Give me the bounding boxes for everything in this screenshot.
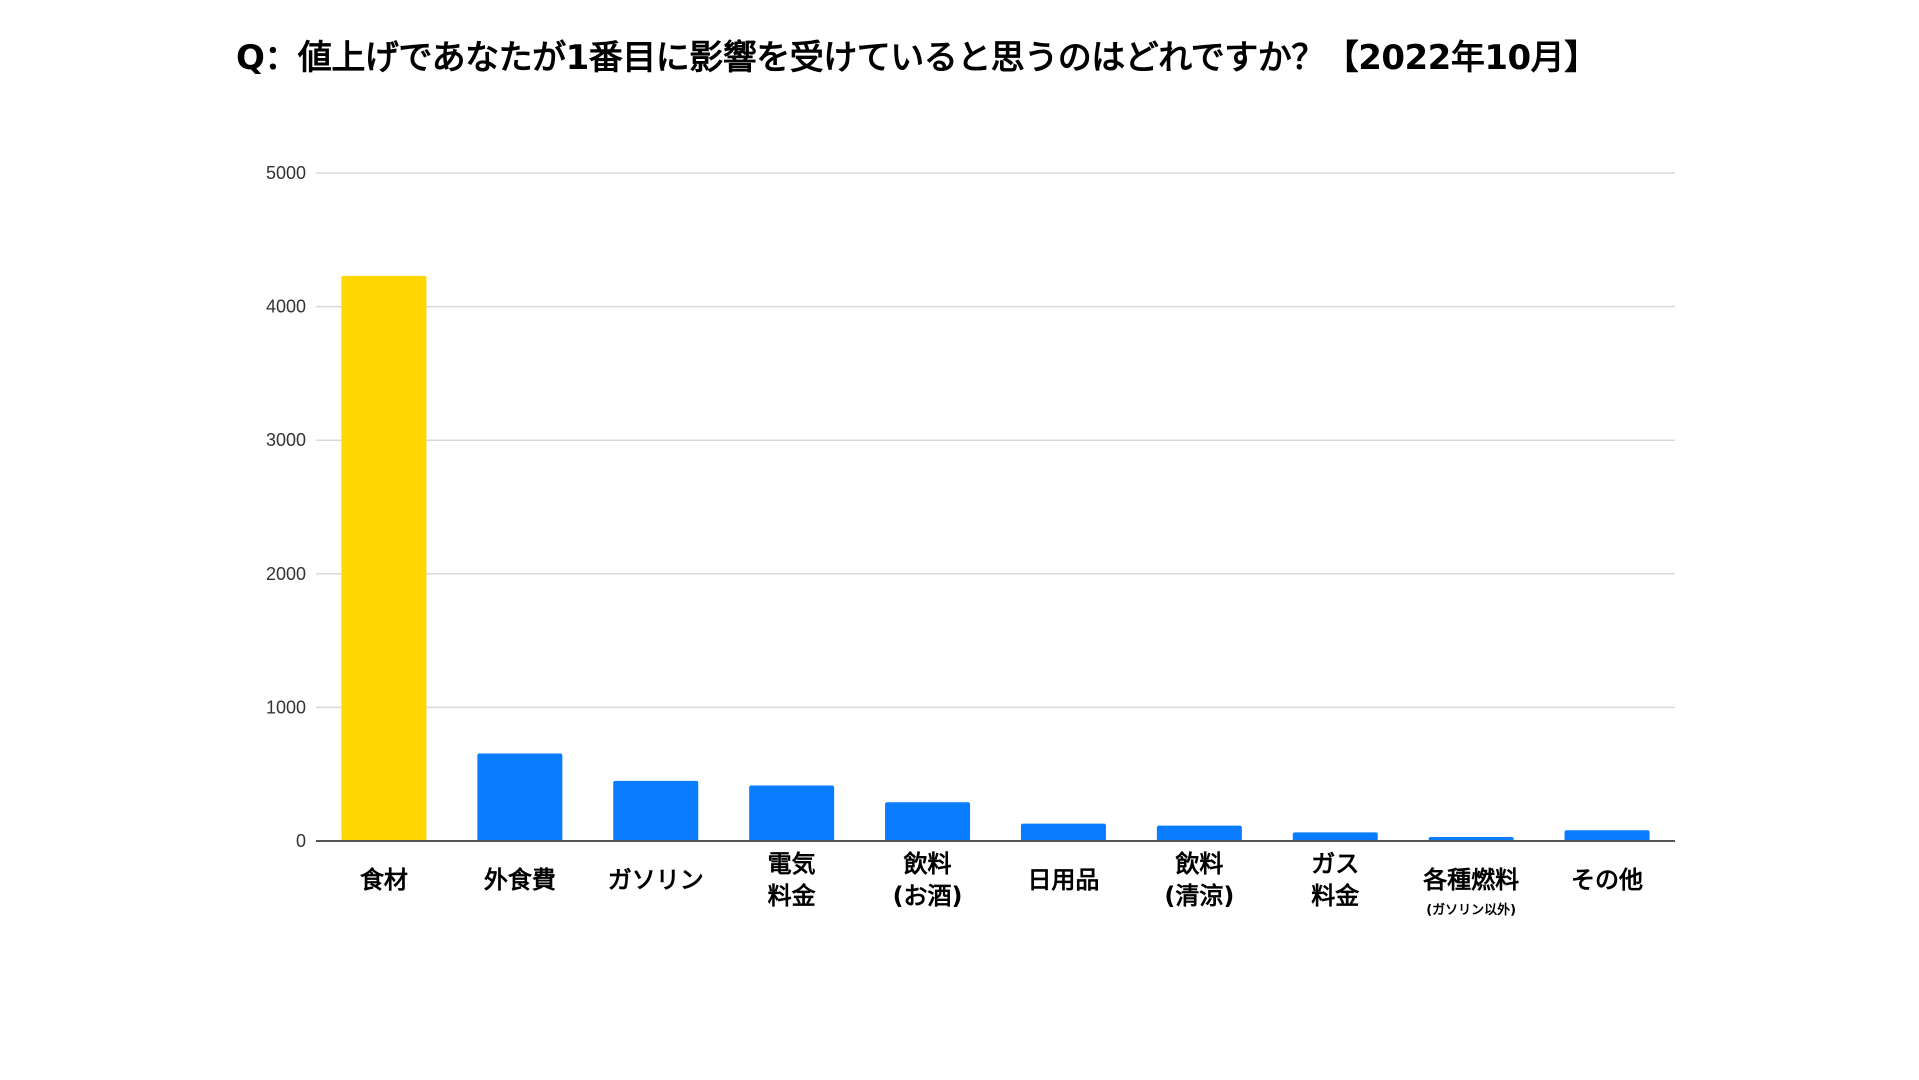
x-category-label: 各種燃料: [1422, 866, 1519, 894]
y-tick-label: 3000: [266, 430, 306, 450]
bar-1: [477, 753, 563, 841]
bar-5: [1020, 823, 1106, 841]
x-category-label: ガス: [1311, 850, 1359, 878]
x-category-label: (お酒): [893, 882, 963, 910]
bar-8: [1428, 836, 1514, 841]
bar-9: [1564, 830, 1650, 841]
x-category-label: 飲料: [1174, 850, 1223, 878]
x-category-label: (清涼): [1164, 882, 1234, 910]
x-category-label: 料金: [768, 882, 817, 910]
x-category-sublabel: (ガソリン以外): [1426, 902, 1516, 918]
bar-7: [1292, 832, 1378, 841]
bar-2: [613, 780, 699, 841]
bar-3: [749, 785, 835, 841]
y-axis-ticks: 0 1000 2000 3000 4000 5000: [266, 163, 306, 851]
chart-title: Q：値上げであなたが1番目に影響を受けていると思うのはどれですか？【2022年1…: [236, 38, 1598, 78]
x-category-label: 日用品: [1027, 866, 1099, 894]
bar-6: [1156, 825, 1242, 841]
y-tick-label: 5000: [266, 163, 306, 183]
y-tick-label: 2000: [266, 564, 306, 584]
x-category-label: 飲料: [903, 850, 952, 878]
y-tick-label: 0: [296, 831, 306, 851]
x-category-label: 外食費: [484, 866, 556, 894]
y-tick-label: 1000: [266, 697, 306, 717]
y-tick-label: 4000: [266, 297, 306, 317]
gridlines: [316, 172, 1675, 709]
x-category-label: 電気: [768, 850, 816, 878]
x-category-label: その他: [1571, 866, 1643, 894]
bar-0: [341, 275, 427, 841]
x-category-label: ガソリン: [608, 866, 704, 894]
bars: [341, 275, 1650, 841]
x-category-label: 料金: [1311, 882, 1360, 910]
x-category-label: 食材: [360, 866, 408, 894]
bar-4: [885, 802, 971, 841]
